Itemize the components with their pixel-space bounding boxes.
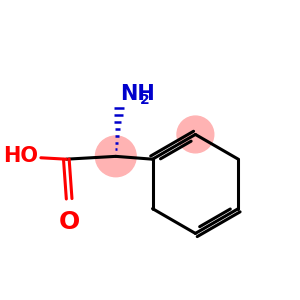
Text: O: O	[58, 210, 80, 234]
Circle shape	[95, 136, 136, 177]
Text: NH: NH	[120, 84, 155, 104]
Text: 2: 2	[140, 94, 150, 107]
Circle shape	[177, 116, 214, 153]
Text: HO: HO	[3, 146, 38, 167]
